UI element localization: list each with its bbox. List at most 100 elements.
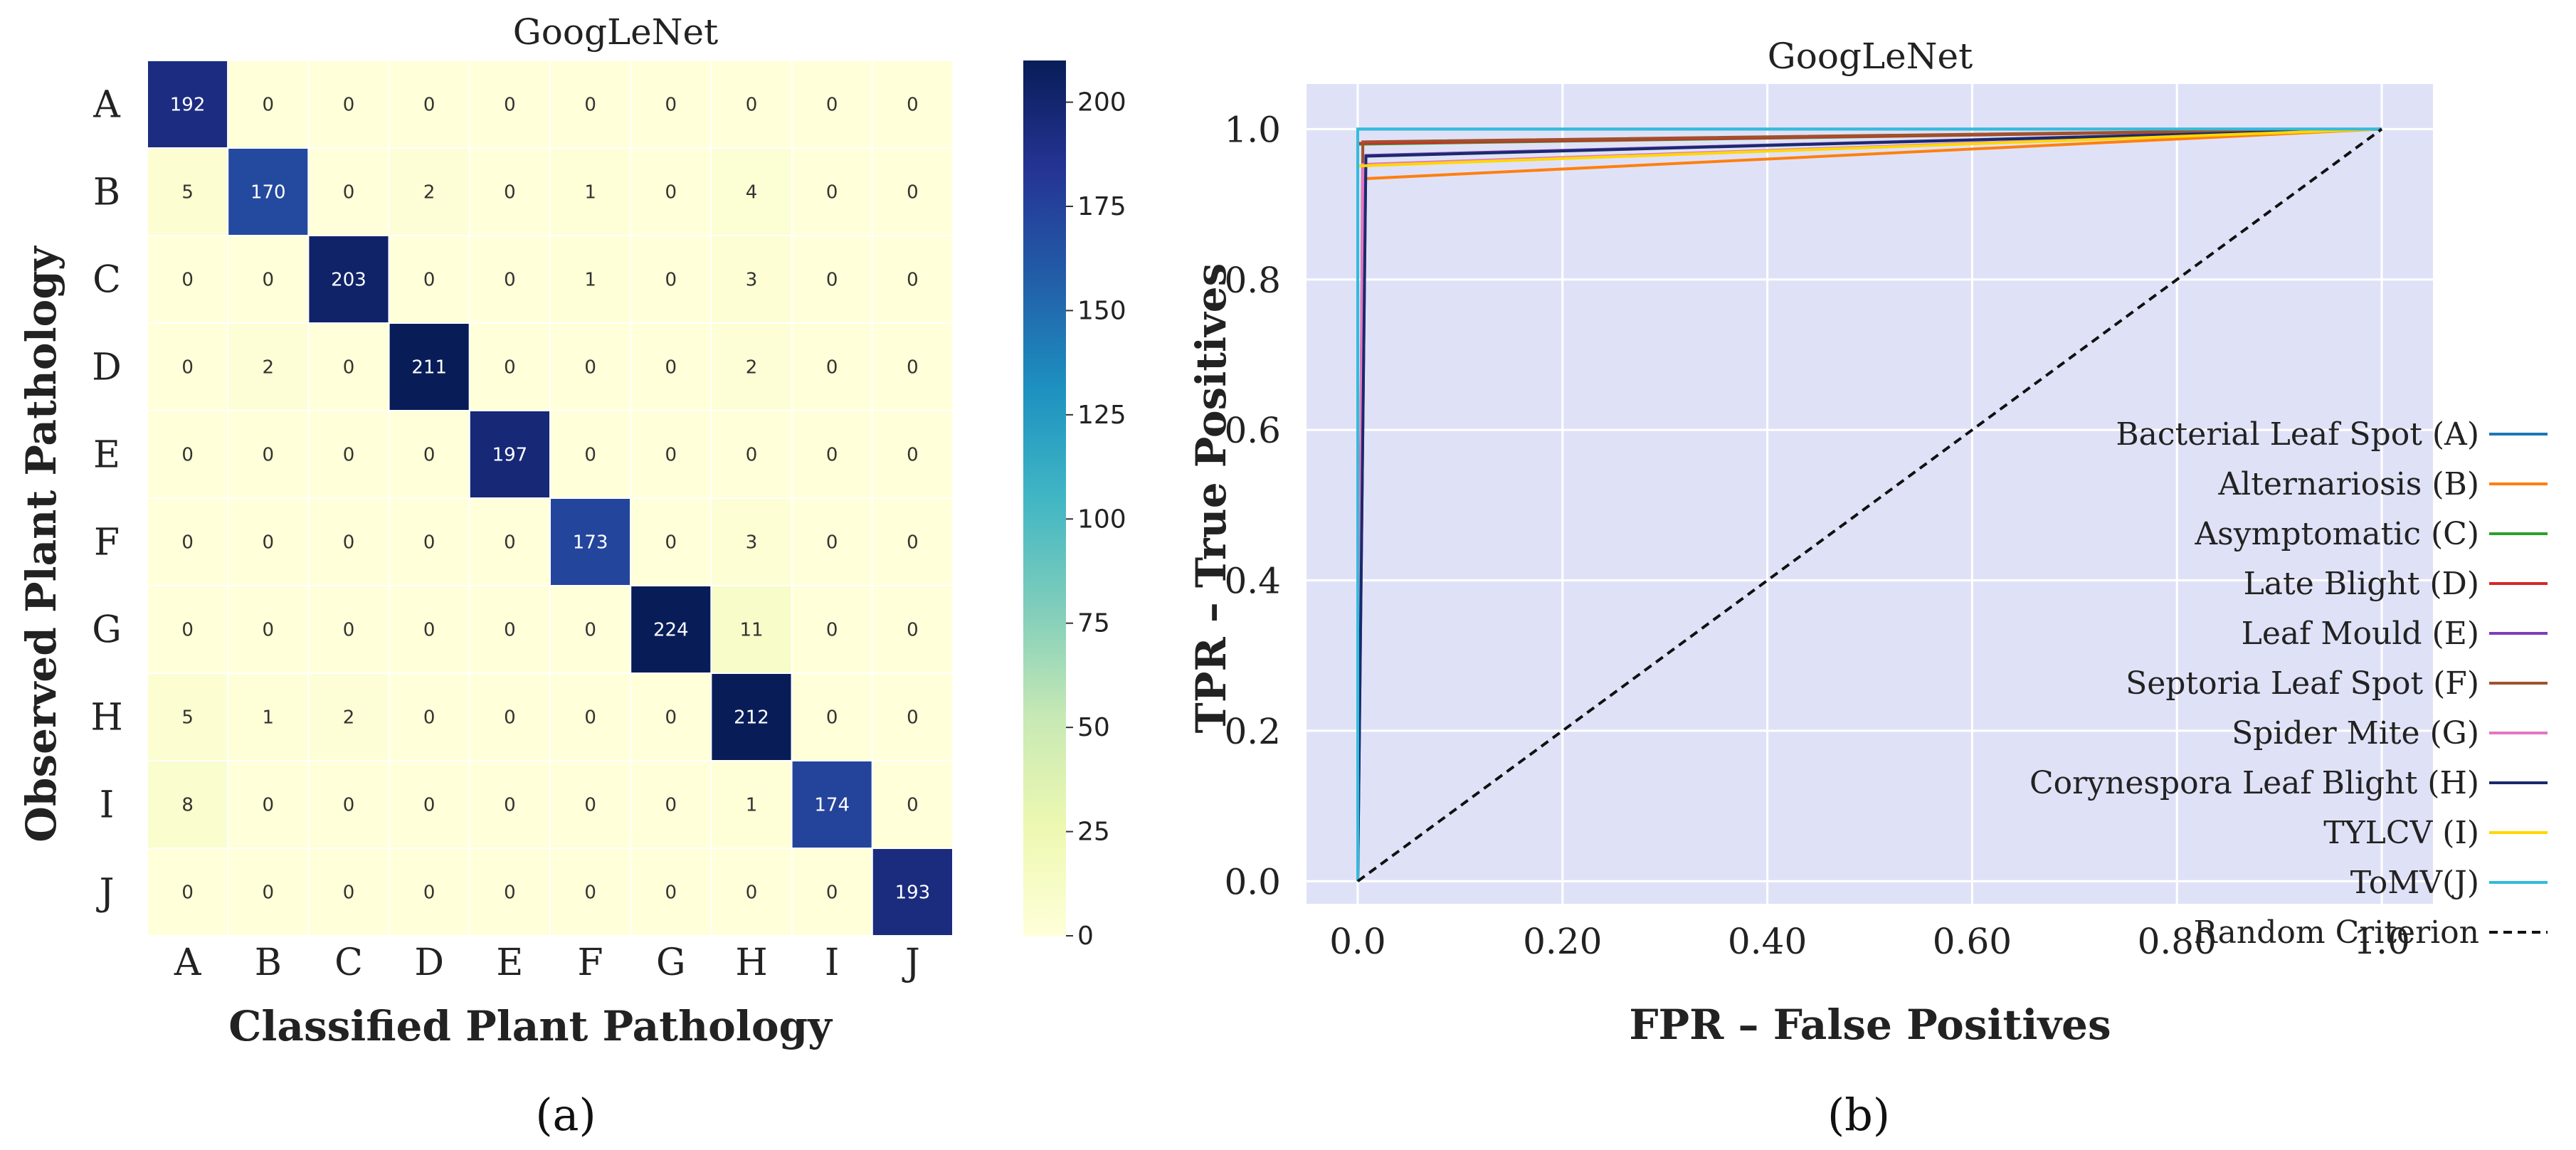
heatmap-col-label: F: [578, 941, 603, 984]
heatmap-cell-value: 0: [263, 270, 275, 291]
heatmap-cell-value: 0: [504, 182, 516, 204]
panel-label-a: (a): [535, 1089, 596, 1141]
heatmap-cell: [791, 672, 873, 761]
heatmap-cell: [147, 585, 229, 674]
heatmap-cell: [227, 760, 310, 849]
heatmap-x-axis-label: Classified Plant Pathology: [228, 1002, 833, 1050]
roc-x-axis-label: FPR – False Positives: [1629, 1001, 2111, 1049]
heatmap-cell-value: 1: [746, 795, 758, 816]
roc-x-tick-label: 0.80: [2138, 921, 2217, 962]
heatmap-col-label: D: [414, 941, 444, 984]
heatmap-cell-value: 1: [584, 270, 596, 291]
heatmap-cell: [710, 147, 793, 236]
heatmap-col-label: G: [656, 941, 686, 984]
heatmap-cell-value: 0: [665, 882, 677, 904]
heatmap-cell-value: 0: [343, 532, 355, 554]
heatmap-cell-value: 0: [504, 620, 516, 641]
heatmap-cell-value: 4: [746, 182, 758, 204]
heatmap-cell: [468, 848, 551, 937]
roc-legend-label: Leaf Mould (E): [2242, 616, 2479, 652]
roc-legend-label: Corynespora Leaf Blight (H): [2029, 765, 2479, 801]
heatmap-cell-value: 0: [343, 795, 355, 816]
roc-series-line: [1356, 127, 2383, 882]
heatmap-cell-value: 0: [423, 620, 436, 641]
heatmap-cell-value: 11: [739, 620, 763, 641]
heatmap-cell-value: 0: [665, 182, 677, 204]
heatmap-cell-value: 0: [826, 357, 838, 379]
heatmap-cell-value: 0: [826, 95, 838, 116]
roc-legend-label: TYLCV (I): [2323, 815, 2479, 851]
heatmap-cell-value: 0: [263, 620, 275, 641]
roc-legend-label: ToMV(J): [2350, 865, 2479, 901]
colorbar-tick-label: 150: [1077, 296, 1126, 325]
heatmap-cell: [630, 235, 712, 324]
roc-tick-labels: 0.0 0.20 0.40 0.60 0.80 1.0 0.0 0.2 0.4 0.6 0.8 1.0: [1224, 109, 2409, 962]
heatmap-cell: [388, 497, 470, 586]
heatmap-cell: [871, 322, 954, 411]
roc-panel: GoogLeNet 0.0 0.20 0.40 0.60 0.80 1.00.00.20.…: [1187, 36, 2548, 1141]
heatmap-cell: [791, 410, 873, 499]
heatmap-cell-value: 0: [907, 620, 919, 641]
colorbar-tick-label: 200: [1077, 88, 1126, 117]
heatmap-cell: [630, 672, 712, 761]
heatmap-cell: [388, 672, 470, 761]
heatmap-cell: [710, 235, 793, 324]
heatmap-cell-value: 0: [584, 882, 596, 904]
roc-y-tick-label: 0.6: [1224, 410, 1281, 451]
roc-x-tick-label: 0.60: [1933, 921, 2012, 962]
heatmap-cell-value: 0: [504, 532, 516, 554]
heatmap-cell: [549, 322, 632, 411]
heatmap-cell: [710, 672, 793, 761]
roc-series: [1356, 127, 2383, 882]
heatmap-cell: [468, 760, 551, 849]
heatmap-col-label: I: [825, 941, 840, 984]
heatmap-cell-value: 0: [181, 532, 194, 554]
heatmap-cell-value: 5: [181, 707, 194, 729]
heatmap-cell-value: 0: [423, 445, 436, 466]
heatmap-cell-value: 0: [181, 270, 194, 291]
heatmap-cell-value: 0: [584, 357, 596, 379]
heatmap-cell-value: 0: [263, 882, 275, 904]
heatmap-cell: [468, 497, 551, 586]
roc-plot-area: [1307, 84, 2433, 904]
roc-legend: Bacterial Leaf Spot (A) Alternariosis (B)…: [2029, 416, 2548, 951]
heatmap-cell-value: 0: [907, 357, 919, 379]
heatmap-cell: [388, 848, 470, 937]
heatmap-cell: [791, 497, 873, 586]
heatmap-cell-value: 0: [907, 270, 919, 291]
heatmap-cell: [630, 322, 712, 411]
heatmap-cell-value: 0: [826, 532, 838, 554]
heatmap-cell-value: 173: [573, 532, 608, 554]
heatmap-cell: [388, 760, 470, 849]
heatmap-cell-value: 0: [907, 445, 919, 466]
heatmap-cell: [630, 410, 712, 499]
heatmap-cell: [871, 235, 954, 324]
heatmap-cell-value: 0: [907, 795, 919, 816]
heatmap-row-label: G: [92, 609, 122, 652]
heatmap-cell-value: 3: [746, 270, 758, 291]
colorbar-tick-label: 0: [1077, 922, 1094, 951]
heatmap-col-label: A: [174, 941, 202, 984]
colorbar: [1023, 60, 1066, 936]
roc-x-tick-label: 0.40: [1728, 921, 1807, 962]
heatmap-cell: [791, 585, 873, 674]
heatmap-cell-value: 0: [263, 795, 275, 816]
heatmap-cell: [307, 848, 390, 937]
heatmap-cell: [227, 147, 310, 236]
roc-x-tick-label: 1.0: [2353, 921, 2410, 962]
heatmap-cell-value: 197: [492, 445, 528, 466]
heatmap-cell: [227, 672, 310, 761]
heatmap-cell-value: 0: [665, 357, 677, 379]
heatmap-cell-value: 0: [907, 95, 919, 116]
heatmap-cell: [871, 60, 954, 149]
heatmap-cell-value: 0: [504, 95, 516, 116]
roc-y-tick-label: 1.0: [1224, 109, 1281, 150]
heatmap-cell: [307, 497, 390, 586]
heatmap-cell: [227, 848, 310, 937]
heatmap-cell: [791, 760, 873, 849]
heatmap-cell-value: 0: [826, 882, 838, 904]
heatmap-cell: [468, 410, 551, 499]
heatmap-tick-labels: A B C D E F G H I J A B C D E F G H I J: [90, 84, 920, 985]
heatmap-cell: [227, 410, 310, 499]
colorbar-tick-label: 25: [1077, 818, 1110, 847]
